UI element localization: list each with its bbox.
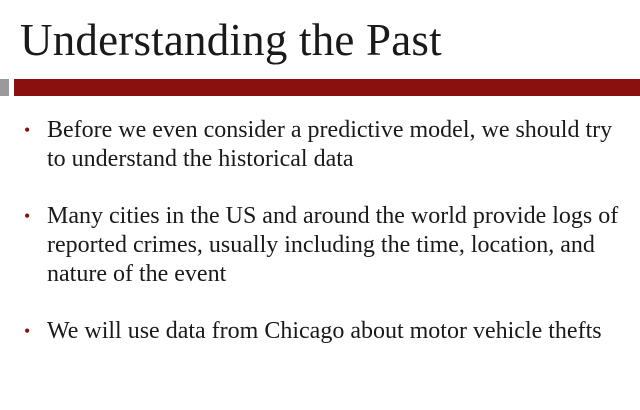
bullet-icon: • bbox=[24, 120, 31, 140]
bullet-text: We will use data from Chicago about moto… bbox=[47, 318, 602, 344]
bullet-text: Before we even consider a predictive mod… bbox=[47, 117, 613, 172]
bullet-item: • Before we even consider a predictive m… bbox=[20, 116, 635, 174]
bullet-item: • We will use data from Chicago about mo… bbox=[20, 317, 635, 346]
bullet-text: Many cities in the US and around the wor… bbox=[47, 203, 619, 287]
bullet-list: • Before we even consider a predictive m… bbox=[20, 116, 635, 346]
bullet-icon: • bbox=[24, 206, 31, 226]
slide-title: Understanding the Past bbox=[20, 15, 442, 65]
bullet-icon: • bbox=[24, 321, 31, 341]
bullet-item: • Many cities in the US and around the w… bbox=[20, 202, 635, 289]
title-accent-tab bbox=[0, 79, 9, 96]
title-accent-bar bbox=[14, 79, 640, 96]
